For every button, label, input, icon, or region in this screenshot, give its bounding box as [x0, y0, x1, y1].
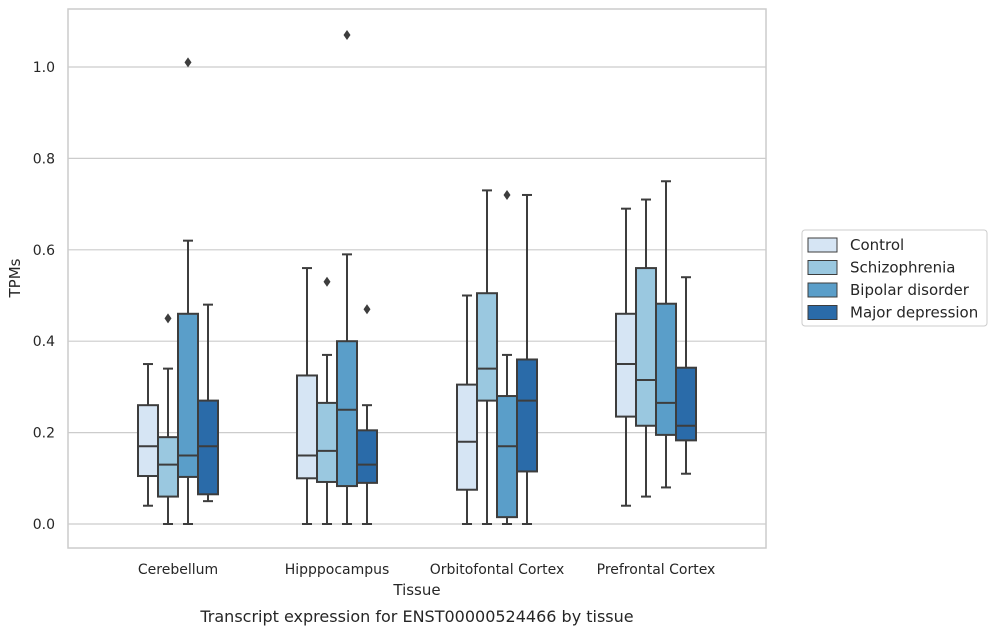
box-major-depression [197, 303, 219, 503]
outlier-point [323, 276, 331, 287]
box-schizophrenia [316, 276, 338, 525]
legend-entry: Schizophrenia [850, 259, 955, 277]
box-schizophrenia [635, 198, 657, 498]
y-axis-label: TPMs [6, 258, 24, 298]
outlier-point [343, 30, 351, 41]
y-axis: 0.0 0.2 0.4 0.6 0.8 1.0 [33, 60, 55, 533]
box-iqr [635, 267, 657, 427]
legend: Control Schizophrenia Bipolar disorder Majo… [801, 229, 988, 327]
box-bipolar-disorder [496, 189, 518, 525]
y-tick-label: 0.6 [33, 243, 55, 259]
plot-area [67, 8, 767, 549]
legend-swatch [807, 305, 838, 320]
y-tick-label: 0.0 [33, 517, 55, 533]
box-schizophrenia [157, 313, 179, 525]
y-tick-label: 0.4 [33, 334, 55, 350]
x-tick-label: Cerebellum [138, 562, 218, 578]
box-control [296, 267, 318, 525]
box-iqr [177, 312, 199, 478]
box-bipolar-disorder [655, 180, 677, 489]
x-axis-label: Tissue [392, 581, 440, 599]
box-iqr [296, 374, 318, 480]
box-iqr [675, 366, 697, 442]
legend-swatch [807, 237, 838, 253]
box-iqr [615, 312, 637, 418]
box-iqr [516, 358, 538, 473]
outlier-point [184, 57, 192, 68]
y-tick-label: 0.2 [33, 426, 55, 442]
box-bipolar-disorder [336, 30, 358, 525]
outlier-point [363, 304, 371, 315]
boxes [137, 30, 697, 525]
box-major-depression [356, 304, 378, 525]
outlier-point [164, 313, 172, 324]
box-bipolar-disorder [177, 57, 199, 525]
box-iqr [655, 302, 677, 436]
box-iqr [476, 292, 498, 402]
box-control [137, 363, 159, 507]
x-tick-label: Prefrontal Cortex [597, 562, 716, 578]
box-iqr [316, 401, 338, 483]
box-iqr [456, 383, 478, 491]
legend-entry: Major depression [850, 304, 978, 322]
y-tick-label: 0.8 [33, 151, 55, 167]
box-iqr [336, 340, 358, 488]
box-major-depression [516, 193, 538, 525]
box-control [456, 294, 478, 525]
box-major-depression [675, 276, 697, 475]
x-tick-label: Hipppocampus [285, 562, 390, 578]
x-tick-label: Orbitofontal Cortex [430, 562, 565, 578]
legend-swatch [807, 260, 838, 275]
box-iqr [496, 395, 518, 519]
y-tick-label: 1.0 [33, 60, 55, 76]
box-iqr [157, 436, 179, 498]
chart-caption: Transcript expression for ENST0000052446… [199, 607, 633, 626]
outlier-point [503, 189, 511, 200]
box-control [615, 207, 637, 507]
box-iqr [356, 429, 378, 484]
box-iqr [137, 404, 159, 478]
box-iqr [197, 399, 219, 496]
legend-entry: Bipolar disorder [850, 281, 970, 299]
legend-swatch [807, 282, 838, 298]
legend-frame [801, 229, 988, 327]
box-schizophrenia [476, 189, 498, 525]
legend-entry: Control [850, 236, 904, 254]
x-axis: Cerebellum Hipppocampus Orbitofontal Corte… [138, 562, 715, 578]
